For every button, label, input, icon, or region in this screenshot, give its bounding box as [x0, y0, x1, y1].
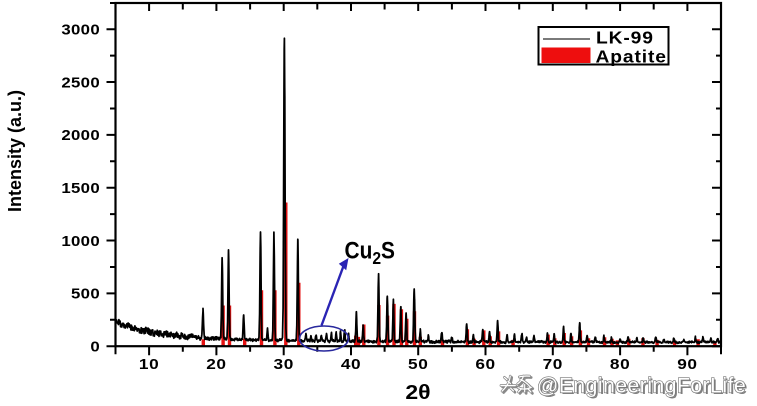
svg-text:90: 90 — [677, 356, 697, 373]
svg-text:60: 60 — [475, 356, 495, 373]
svg-text:20: 20 — [206, 356, 226, 373]
svg-text:2000: 2000 — [61, 128, 100, 144]
svg-text:Intensity (a.u.): Intensity (a.u.) — [5, 90, 25, 212]
svg-text:1500: 1500 — [61, 181, 100, 197]
svg-text:2θ: 2θ — [405, 380, 430, 403]
svg-text:70: 70 — [543, 356, 563, 373]
svg-text:Cu2S: Cu2S — [345, 237, 395, 268]
svg-text:80: 80 — [610, 356, 630, 373]
svg-text:Apatite: Apatite — [596, 46, 667, 66]
svg-text:@EngineeringForLife: @EngineeringForLife — [537, 375, 746, 398]
svg-text:3000: 3000 — [61, 22, 100, 38]
svg-text:1000: 1000 — [61, 234, 100, 250]
svg-text:50: 50 — [408, 356, 428, 373]
svg-text:@EngineeringForLife: @EngineeringForLife — [539, 376, 748, 399]
svg-text:LK-99: LK-99 — [596, 27, 654, 47]
svg-text:0: 0 — [90, 339, 100, 355]
svg-text:30: 30 — [274, 356, 294, 373]
svg-text:2500: 2500 — [61, 75, 100, 91]
svg-text:10: 10 — [139, 356, 159, 373]
svg-text:40: 40 — [341, 356, 361, 373]
svg-text:500: 500 — [71, 286, 100, 302]
